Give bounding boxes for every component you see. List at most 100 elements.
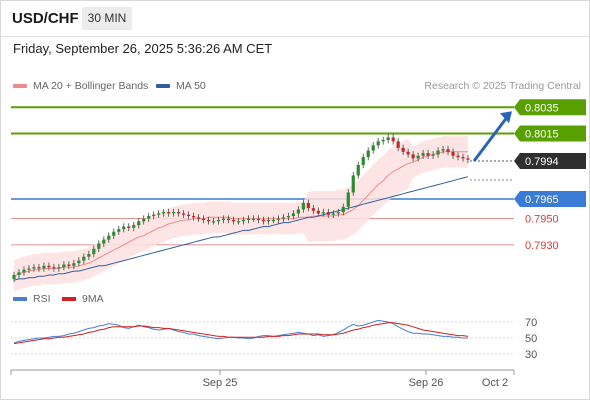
rsi-level-label-50: 50 (525, 333, 537, 345)
candle-body (326, 212, 330, 215)
legend-rsi: RSI (13, 293, 51, 305)
symbol-title: USD/CHF (12, 10, 79, 27)
candle-body (386, 137, 390, 141)
candle-body (42, 265, 46, 269)
candle-body (331, 213, 335, 215)
price-tag-0-8035: 0.8035 (525, 102, 559, 114)
price-tag-bg-0-8015 (514, 125, 586, 142)
candle-body (281, 217, 286, 219)
legend-rsi-label: RSI (33, 293, 51, 305)
price-label-0-7930: 0.7930 (525, 240, 559, 252)
candle-body (221, 218, 226, 220)
ma50-line (13, 176, 469, 281)
x-label-oct2: Oct 2 (481, 377, 509, 389)
candle-body (112, 231, 116, 236)
candle-body (371, 145, 375, 151)
candle-body (206, 219, 211, 222)
candle-body (236, 221, 241, 223)
candle-body (316, 210, 320, 214)
candle-body (226, 218, 231, 220)
candle-body (291, 213, 295, 217)
candle-body (87, 254, 91, 257)
candle-body (216, 219, 221, 222)
candle-body (67, 264, 71, 266)
candle-body (17, 272, 21, 275)
candle-body (12, 275, 16, 279)
candle-body (152, 214, 156, 217)
copyright-text: Research © 2025 Trading Central (424, 80, 581, 92)
candle-body (431, 154, 435, 156)
candle-body (276, 218, 281, 220)
candle-body (436, 150, 440, 155)
candle-body (266, 219, 271, 222)
candle-body (451, 151, 455, 156)
candle-body (211, 221, 216, 223)
projection-arrow-shaft (472, 116, 509, 162)
candle-body (241, 219, 246, 222)
candle-body (406, 151, 410, 155)
candle-body (47, 265, 51, 268)
candle-body (381, 140, 385, 142)
header-divider (0, 36, 590, 37)
price-tag-0-7994: 0.7994 (525, 156, 559, 168)
legend-ma50: MA 50 (156, 80, 206, 92)
rsi-line (13, 319, 468, 344)
candle-body (246, 218, 251, 220)
candle-body (461, 157, 465, 159)
candle-body (57, 267, 61, 269)
candle-body (157, 213, 161, 215)
candle-body (261, 219, 266, 222)
candle-body (416, 155, 420, 159)
candle-body (182, 213, 186, 215)
ma50-swatch (156, 84, 170, 88)
candle-body (256, 218, 261, 220)
candle-body (77, 260, 81, 264)
ma20-line (13, 151, 468, 277)
candle-body (32, 267, 36, 269)
rsi-swatch (13, 297, 27, 301)
candle-body (376, 141, 380, 146)
price-tag-0-7965: 0.7965 (525, 194, 559, 206)
candle-body (356, 164, 360, 176)
candles-group (12, 134, 470, 283)
x-label-sep25: Sep 25 (202, 377, 238, 389)
x-label-sep26: Sep 26 (408, 377, 444, 389)
candle-body (366, 150, 370, 158)
legend-ma50-label: MA 50 (176, 80, 206, 92)
candle-body (391, 137, 395, 142)
price-tag-bg-0-7994 (514, 153, 586, 169)
candle-body (187, 214, 191, 217)
candle-body (296, 209, 300, 214)
timestamp: Friday, September 26, 2025 5:36:26 AM CE… (13, 41, 273, 56)
legend-ma20-label: MA 20 + Bollinger Bands (33, 80, 149, 92)
candle-body (336, 212, 340, 214)
candle-body (286, 216, 290, 218)
rsi-level-label-30: 30 (525, 349, 537, 361)
ma20-swatch (13, 84, 27, 88)
candle-body (192, 216, 196, 218)
timeframe-button[interactable]: 30 MIN (82, 7, 132, 30)
candle-body (92, 248, 96, 255)
candle-body (446, 149, 450, 152)
projection-arrow-head (500, 111, 512, 124)
candle-body (341, 206, 345, 213)
price-label-0-7950: 0.7950 (525, 214, 559, 226)
rsi-ma-swatch (62, 297, 76, 301)
candle-body (401, 147, 405, 152)
candle-body (196, 217, 201, 219)
candle-body (62, 264, 66, 268)
candle-body (301, 202, 305, 210)
candle-body (172, 212, 176, 214)
candle-body (72, 263, 76, 266)
candle-body (52, 267, 56, 269)
candle-body (97, 243, 101, 249)
candle-body (117, 229, 121, 232)
candle-body (421, 153, 425, 156)
candle-body (466, 158, 470, 160)
candle-body (167, 212, 171, 214)
candle-body (361, 157, 365, 165)
candle-body (231, 219, 236, 222)
rsi-ma-line (13, 322, 469, 345)
candle-body (127, 226, 131, 228)
